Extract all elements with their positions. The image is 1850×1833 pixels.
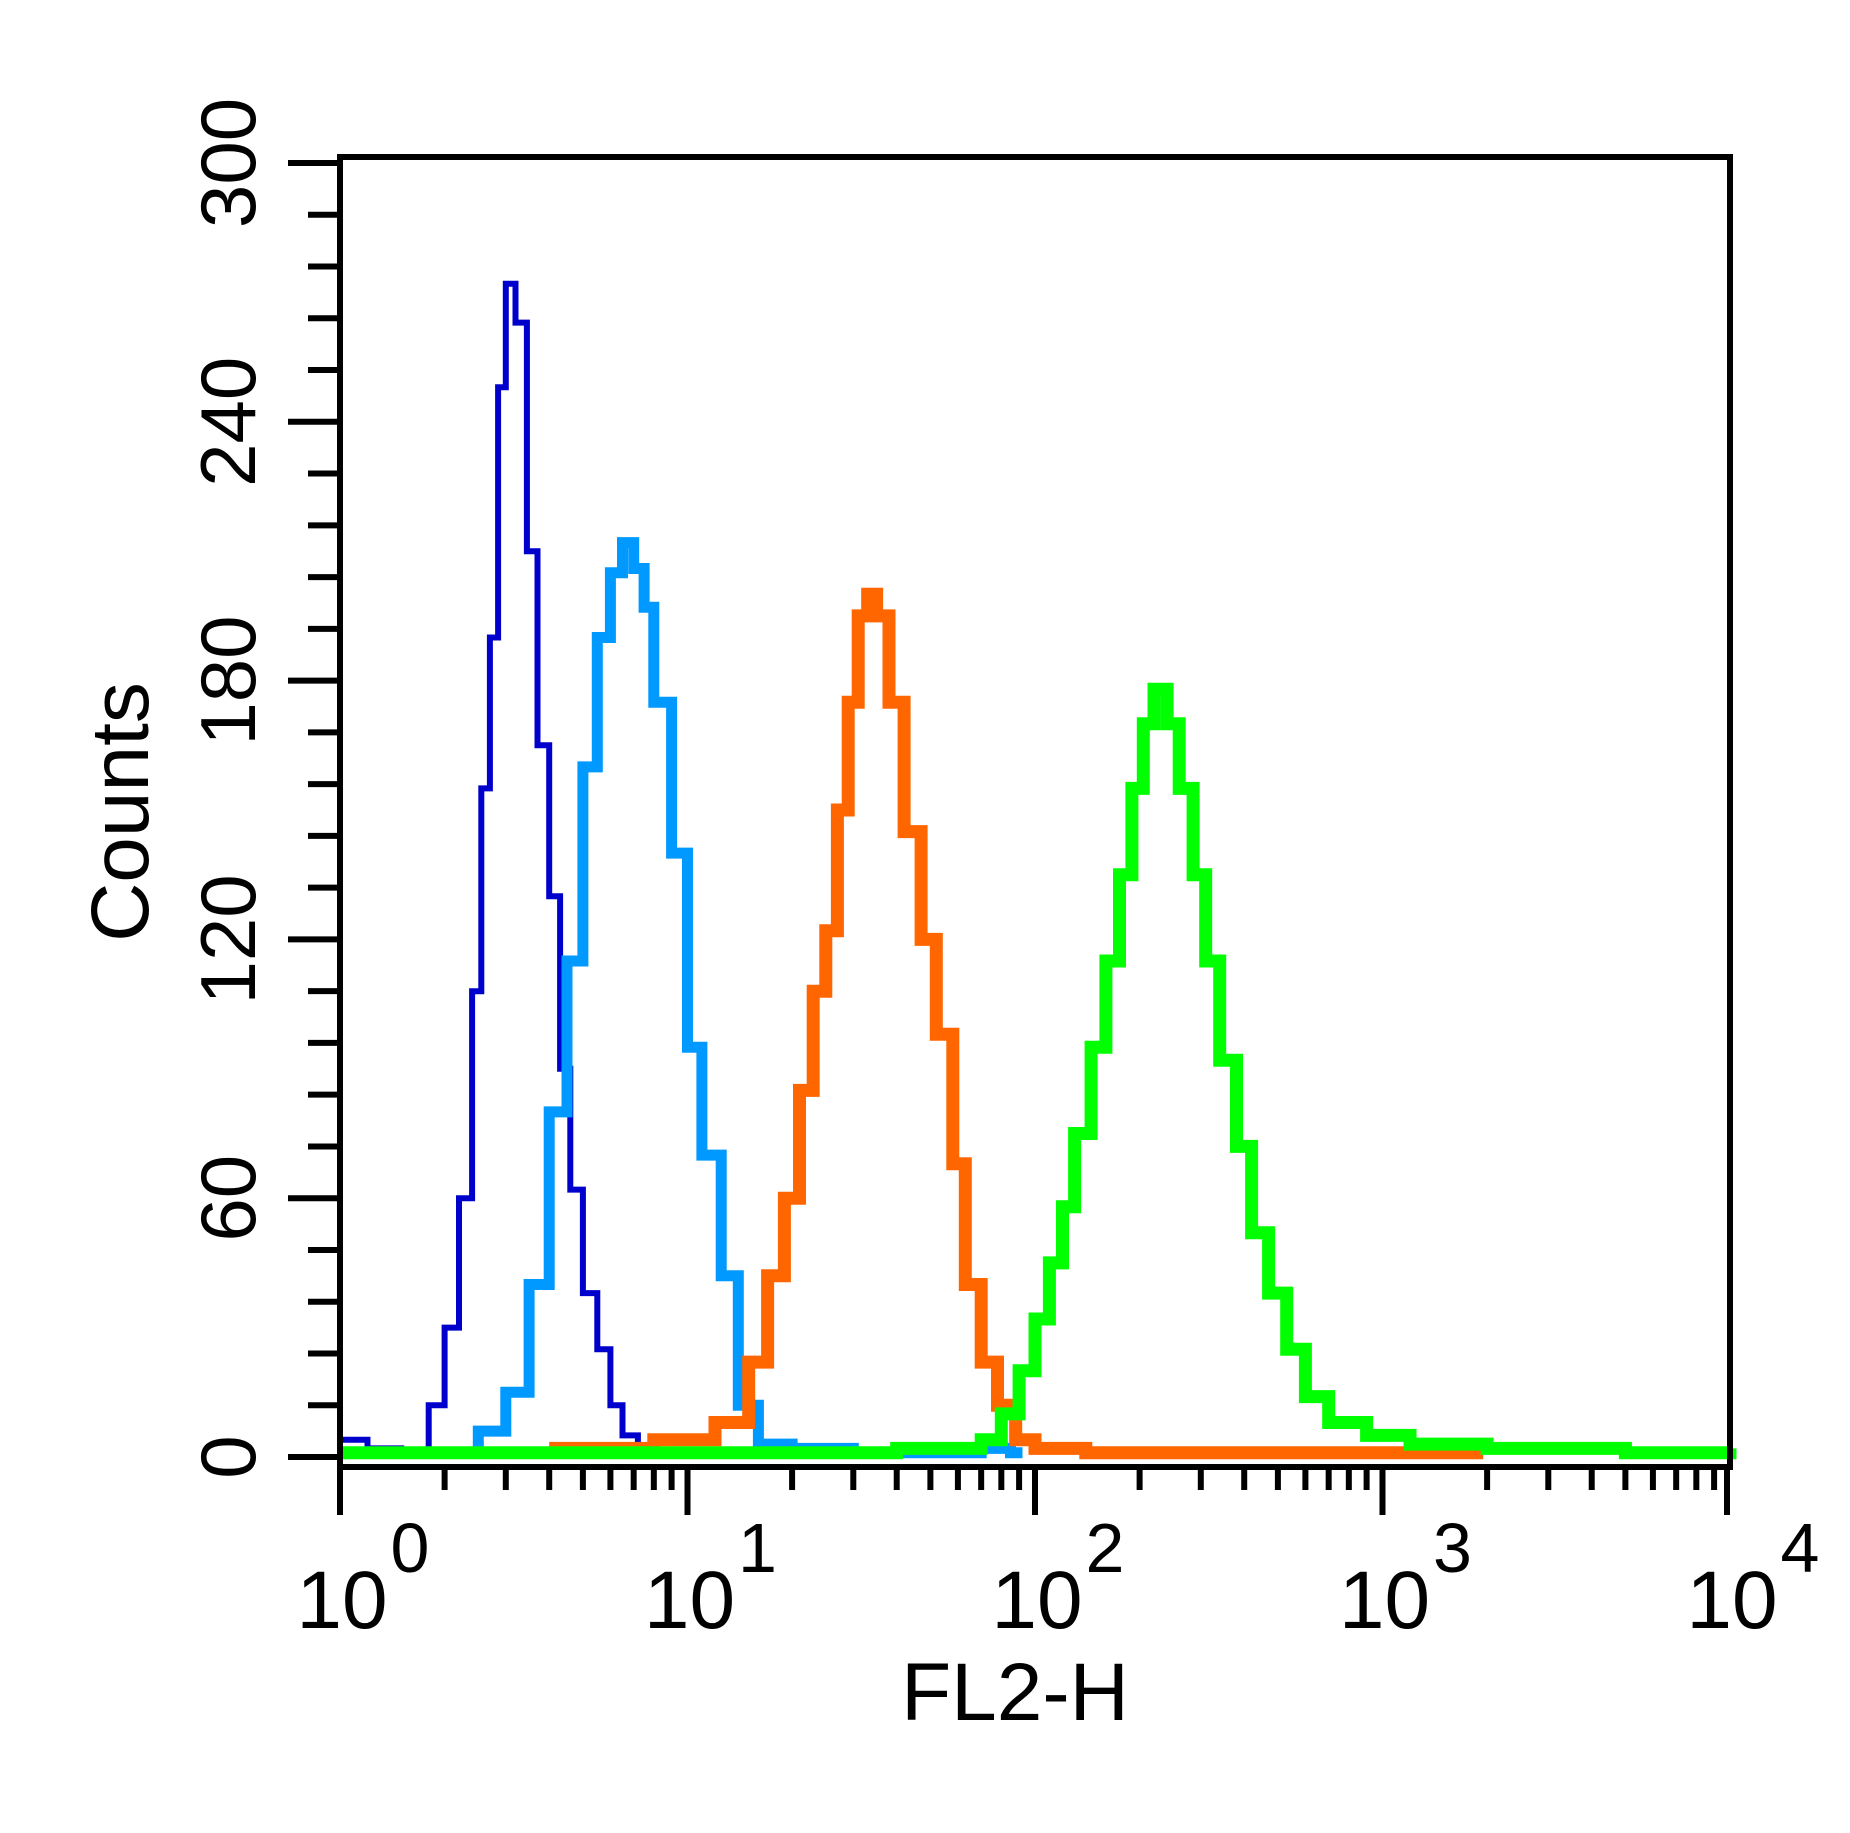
x-axis-label: FL2-H xyxy=(901,1647,1129,1738)
histogram-series-4 xyxy=(340,682,1737,1460)
x-tick-label: 10 xyxy=(644,1555,735,1646)
x-tick-exponent: 0 xyxy=(391,1509,430,1587)
y-axis-label: Counts xyxy=(75,682,166,942)
histogram-series-3 xyxy=(549,587,1484,1460)
x-tick-exponent: 2 xyxy=(1086,1509,1125,1587)
y-tick-label: 0 xyxy=(184,1435,272,1478)
x-tick-label: 10 xyxy=(1339,1555,1430,1646)
y-tick-label: 180 xyxy=(184,616,272,746)
y-tick-label: 120 xyxy=(184,874,272,1004)
x-tick-exponent: 3 xyxy=(1433,1509,1472,1587)
x-tick-exponent: 4 xyxy=(1781,1509,1820,1587)
y-tick-label: 60 xyxy=(184,1155,272,1242)
y-tick-label: 240 xyxy=(184,357,272,487)
x-tick-exponent: 1 xyxy=(738,1509,777,1587)
histogram-series-1 xyxy=(340,280,666,1456)
x-tick-label: 10 xyxy=(991,1555,1082,1646)
series-layer xyxy=(340,280,1737,1460)
x-tick-label: 10 xyxy=(296,1555,387,1646)
y-tick-label: 300 xyxy=(184,98,272,228)
x-tick-label: 10 xyxy=(1686,1555,1777,1646)
